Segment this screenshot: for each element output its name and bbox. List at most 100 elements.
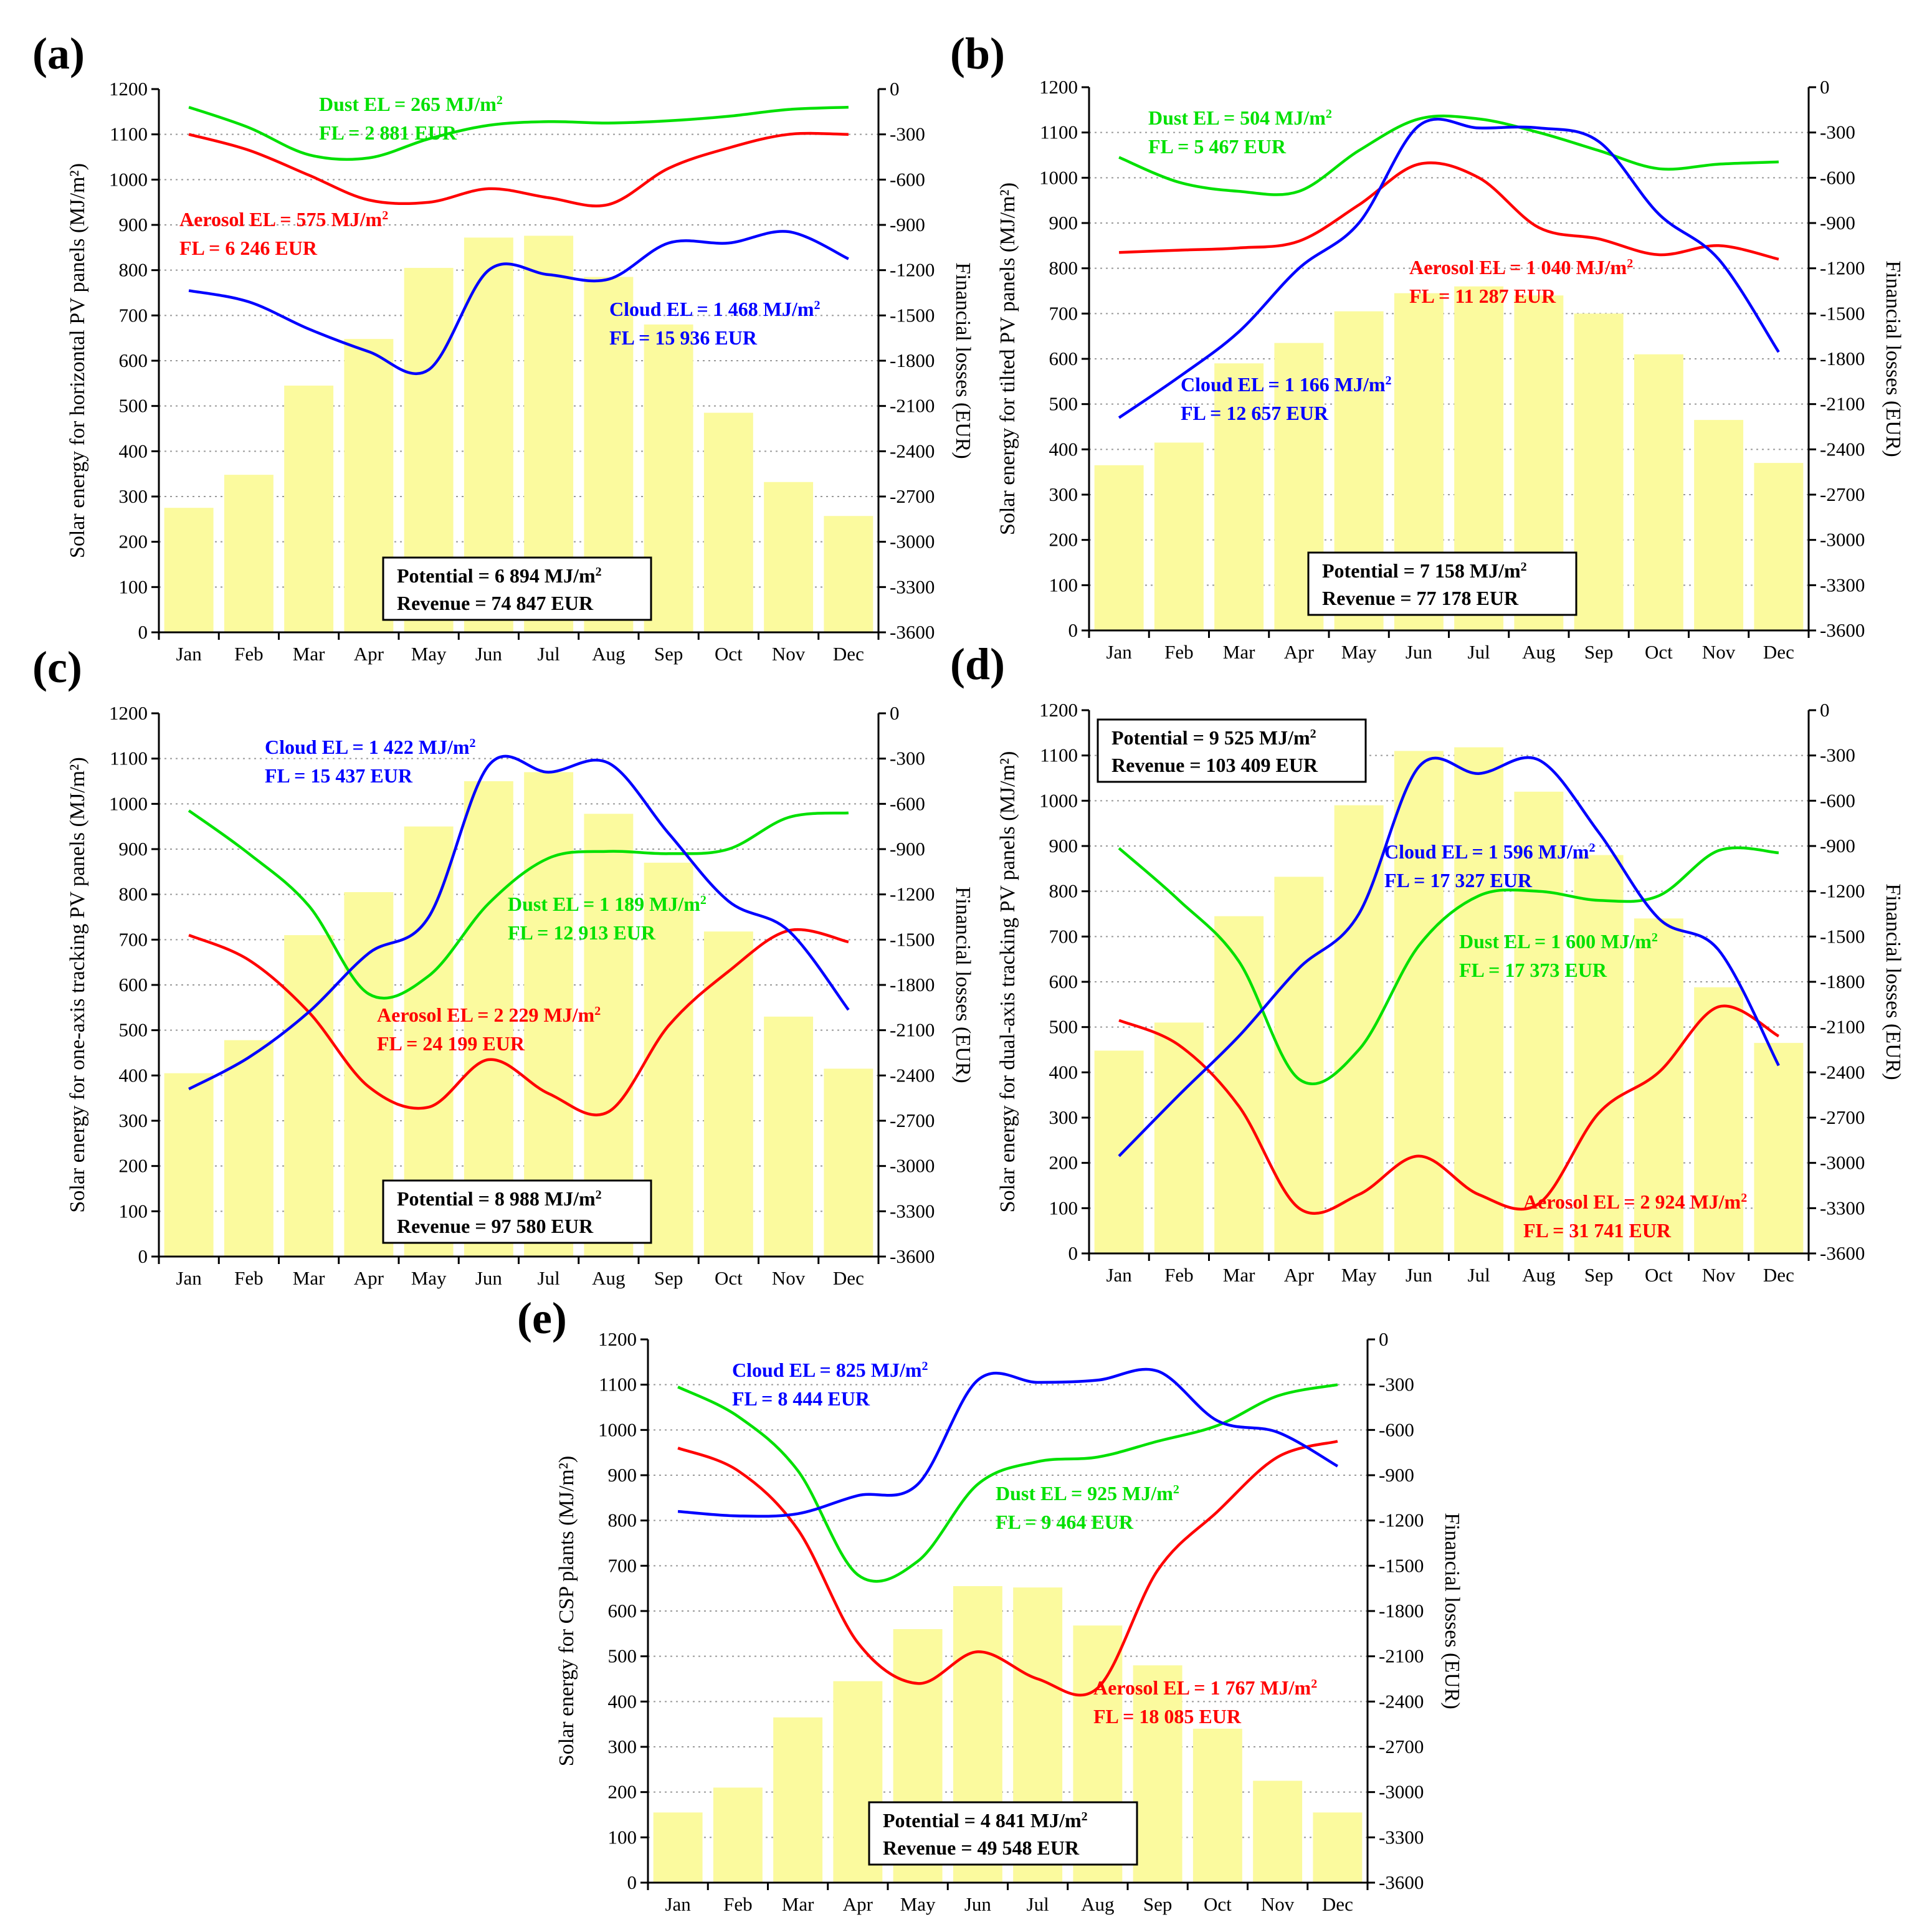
x-tick-label: Nov	[1702, 1264, 1736, 1286]
y-tick-label: 900	[119, 838, 148, 860]
y-tick-label: 400	[1049, 438, 1078, 460]
potential-text: Potential = 7 158 MJ/m2	[1322, 559, 1527, 582]
bar-jun	[464, 781, 513, 1257]
x-tick-label: Mar	[1223, 1264, 1255, 1286]
annotation-cloud-el: Cloud EL = 1 422 MJ/m2	[265, 736, 476, 758]
annotation-aerosol-el: Aerosol EL = 1 767 MJ/m2	[1093, 1676, 1317, 1699]
x-tick-label: May	[411, 643, 447, 665]
y-tick-label: 600	[119, 349, 148, 371]
annotation-cloud-fl: FL = 8 444 EUR	[732, 1387, 870, 1410]
x-tick-label: Feb	[1164, 1264, 1194, 1286]
x-tick-label: Apr	[354, 643, 384, 665]
x-tick-label: Jun	[475, 1267, 503, 1289]
annotation-dust-el: Dust EL = 504 MJ/m2	[1148, 107, 1332, 129]
annotation-cloud-fl: FL = 15 936 EUR	[609, 326, 758, 349]
panel-label: (a)	[32, 29, 85, 78]
x-tick-label: Jan	[1106, 641, 1132, 663]
x-tick-label: Feb	[234, 643, 264, 665]
bar-mar	[284, 935, 334, 1257]
bar-oct	[1192, 1728, 1242, 1883]
panel-label: (c)	[32, 642, 82, 692]
y-tick-label: 800	[608, 1509, 637, 1531]
bar-oct	[703, 412, 753, 632]
bar-nov	[764, 1016, 814, 1257]
y2-tick-label: 0	[890, 78, 900, 100]
x-tick-label: Oct	[1204, 1893, 1232, 1915]
revenue-text: Revenue = 103 409 EUR	[1111, 754, 1318, 776]
x-tick-label: May	[900, 1893, 936, 1915]
y-tick-label: 300	[119, 1110, 148, 1131]
x-tick-label: Apr	[843, 1893, 873, 1915]
bar-jan	[164, 1073, 214, 1257]
y2-tick-label: -900	[1820, 835, 1855, 857]
bar-nov	[1694, 420, 1744, 630]
x-tick-label: Dec	[833, 643, 864, 665]
y2-tick-label: -3000	[1820, 1152, 1865, 1174]
x-tick-label: Jun	[1406, 641, 1433, 663]
bar-nov	[764, 482, 814, 632]
y2-axis-title: Financial losses (EUR)	[1882, 260, 1905, 457]
series-line-aerosol	[188, 131, 849, 207]
chart-panel-c: (c) 0 100 200 300 400 500 600 700 800 900 1000 1100 1…	[32, 642, 974, 1289]
y-tick-label: 300	[119, 485, 148, 507]
y2-tick-label: -2100	[890, 1019, 935, 1041]
y-tick-label: 700	[119, 304, 148, 326]
y2-tick-label: -1500	[1820, 925, 1865, 947]
annotation-aerosol-el: Aerosol EL = 2 229 MJ/m2	[377, 1004, 601, 1026]
y-tick-label: 700	[1049, 925, 1078, 947]
superscript: 2	[596, 565, 602, 579]
y-axis-title: Solar energy for CSP plants (MJ/m²)	[555, 1456, 578, 1766]
superscript: 2	[1589, 841, 1596, 855]
series-line-aerosol	[1118, 1004, 1780, 1215]
y2-tick-label: 0	[1379, 1328, 1389, 1350]
x-tick-label: Aug	[1081, 1893, 1114, 1915]
superscript: 2	[1652, 931, 1658, 944]
panel-label: (b)	[950, 29, 1005, 78]
x-tick-label: Jan	[665, 1893, 691, 1915]
y-tick-label: 600	[608, 1600, 637, 1622]
x-tick-label: Sep	[1143, 1893, 1173, 1915]
y2-tick-label: -1800	[890, 974, 935, 996]
y2-axis-title: Financial losses (EUR)	[951, 886, 974, 1083]
y-tick-label: 400	[119, 1064, 148, 1086]
y-tick-label: 100	[119, 1200, 148, 1222]
y2-tick-label: -600	[1820, 789, 1855, 811]
bar-aug	[1514, 791, 1564, 1253]
y2-tick-label: -1500	[1379, 1554, 1424, 1576]
y2-tick-label: -900	[1379, 1464, 1414, 1486]
x-tick-label: Sep	[1584, 641, 1614, 663]
series-line-cloud	[188, 754, 850, 1091]
bar-dec	[1313, 1812, 1363, 1883]
y2-tick-label: -2100	[890, 395, 935, 417]
potential-text: Potential = 8 988 MJ/m2	[397, 1187, 602, 1210]
x-tick-label: Jul	[1468, 1264, 1490, 1286]
y2-axis-title: Financial losses (EUR)	[951, 262, 974, 459]
annotation-dust-fl: FL = 9 464 EUR	[996, 1511, 1134, 1533]
superscript: 2	[1627, 257, 1633, 270]
revenue-text: Revenue = 74 847 EUR	[397, 592, 594, 614]
annotation-aerosol-fl: FL = 6 246 EUR	[179, 237, 318, 259]
y-axis-title: Solar energy for dual-axis tracking PV p…	[996, 751, 1019, 1213]
y-tick-label: 500	[608, 1645, 637, 1667]
y-tick-label: 600	[1049, 971, 1078, 992]
y-axis-title: Solar energy for one-axis tracking PV pa…	[66, 757, 89, 1212]
y-tick-label: 200	[119, 1155, 148, 1177]
y-tick-label: 1000	[109, 168, 148, 190]
y-tick-label: 800	[119, 883, 148, 905]
y2-tick-label: -1500	[890, 304, 935, 326]
x-tick-label: Jul	[1468, 641, 1490, 663]
superscript: 2	[922, 1359, 928, 1373]
superscript: 2	[1741, 1191, 1747, 1205]
x-tick-label: Jun	[1406, 1264, 1433, 1286]
potential-text: Potential = 9 525 MJ/m2	[1111, 726, 1316, 749]
y-tick-label: 200	[608, 1781, 637, 1803]
potential-text: Potential = 6 894 MJ/m2	[397, 564, 602, 587]
superscript: 2	[1311, 1677, 1317, 1691]
y-tick-label: 1100	[1040, 121, 1078, 143]
y2-tick-label: -1800	[1820, 971, 1865, 992]
y2-tick-label: -1500	[1820, 302, 1865, 324]
y2-tick-label: -600	[890, 168, 925, 190]
bar-oct	[1634, 354, 1683, 630]
annotation-cloud-el: Cloud EL = 1 596 MJ/m2	[1384, 840, 1596, 863]
annotation-cloud-fl: FL = 17 327 EUR	[1384, 869, 1533, 891]
